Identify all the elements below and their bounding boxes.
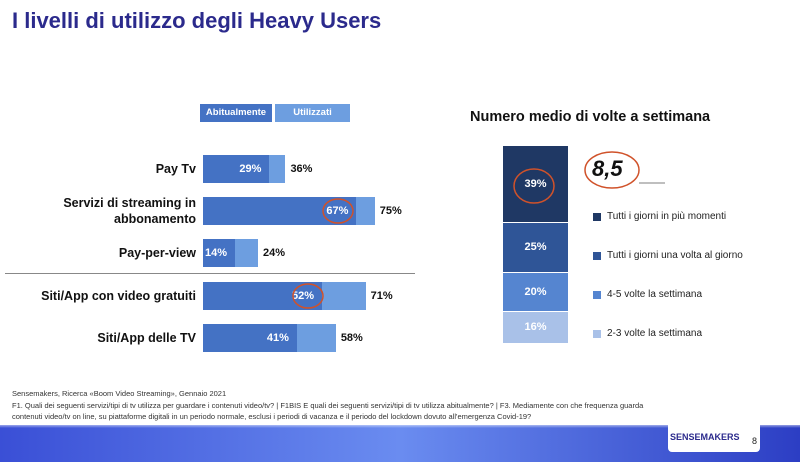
legend-entry: Utilizzati <box>275 104 350 122</box>
annotation: 8,5 <box>592 156 623 181</box>
value-label: 75% <box>379 205 402 217</box>
slide-title: I livelli di utilizzo degli Heavy Users <box>12 8 382 33</box>
separator <box>5 273 415 274</box>
page-number: 8 <box>752 436 758 446</box>
value-label: 25% <box>524 240 547 253</box>
value-label: 36% <box>290 163 313 175</box>
source: Sensemakers, Ricerca «Boom Video Streami… <box>12 389 227 398</box>
legend-swatch <box>593 213 601 221</box>
value-label: 52% <box>292 290 315 302</box>
legend-label: 4-5 volte la settimana <box>607 289 703 300</box>
legend-label: Tutti i giorni una volta al giorno <box>607 250 743 261</box>
value-label: 29% <box>239 163 262 175</box>
value-label: 71% <box>370 290 393 302</box>
notes: F1. Quali dei seguenti servizi/tipi di t… <box>12 401 644 421</box>
legend-label: 2-3 volte la settimana <box>607 328 703 339</box>
bar-segment <box>503 311 568 343</box>
legend-swatch <box>593 291 601 299</box>
footer-fade <box>0 422 800 428</box>
value-label: 20% <box>524 285 547 298</box>
legend-swatch <box>593 252 601 260</box>
legend-swatch <box>593 330 601 338</box>
value-label: 67% <box>326 205 349 217</box>
legend-label: Tutti i giorni in più momenti <box>607 211 727 222</box>
value-label: 58% <box>340 332 363 344</box>
logo: SENSEMAKERS <box>670 432 740 442</box>
category-label: Siti/App delle TV <box>97 331 196 345</box>
value-label: 39% <box>524 177 547 190</box>
category-label: Pay Tv <box>155 162 196 176</box>
logo-box <box>668 418 760 452</box>
bar <box>203 239 236 267</box>
bar-segment <box>503 222 568 272</box>
legend-entry: Abitualmente <box>200 104 272 122</box>
value-label: 24% <box>262 247 285 259</box>
value-label: 41% <box>266 332 289 344</box>
value-label: 14% <box>205 247 228 259</box>
category-label: Servizi di streaming in abbonamento <box>63 196 196 226</box>
footer-band <box>0 425 800 462</box>
bar <box>203 324 297 352</box>
category-label: Siti/App con video gratuiti <box>41 289 196 303</box>
category-label: Pay-per-view <box>118 246 196 260</box>
bar <box>203 155 270 183</box>
value-label: 16% <box>524 321 547 334</box>
bar-segment <box>503 271 568 312</box>
chart-title: Numero medio di volte a settimana <box>470 109 711 125</box>
